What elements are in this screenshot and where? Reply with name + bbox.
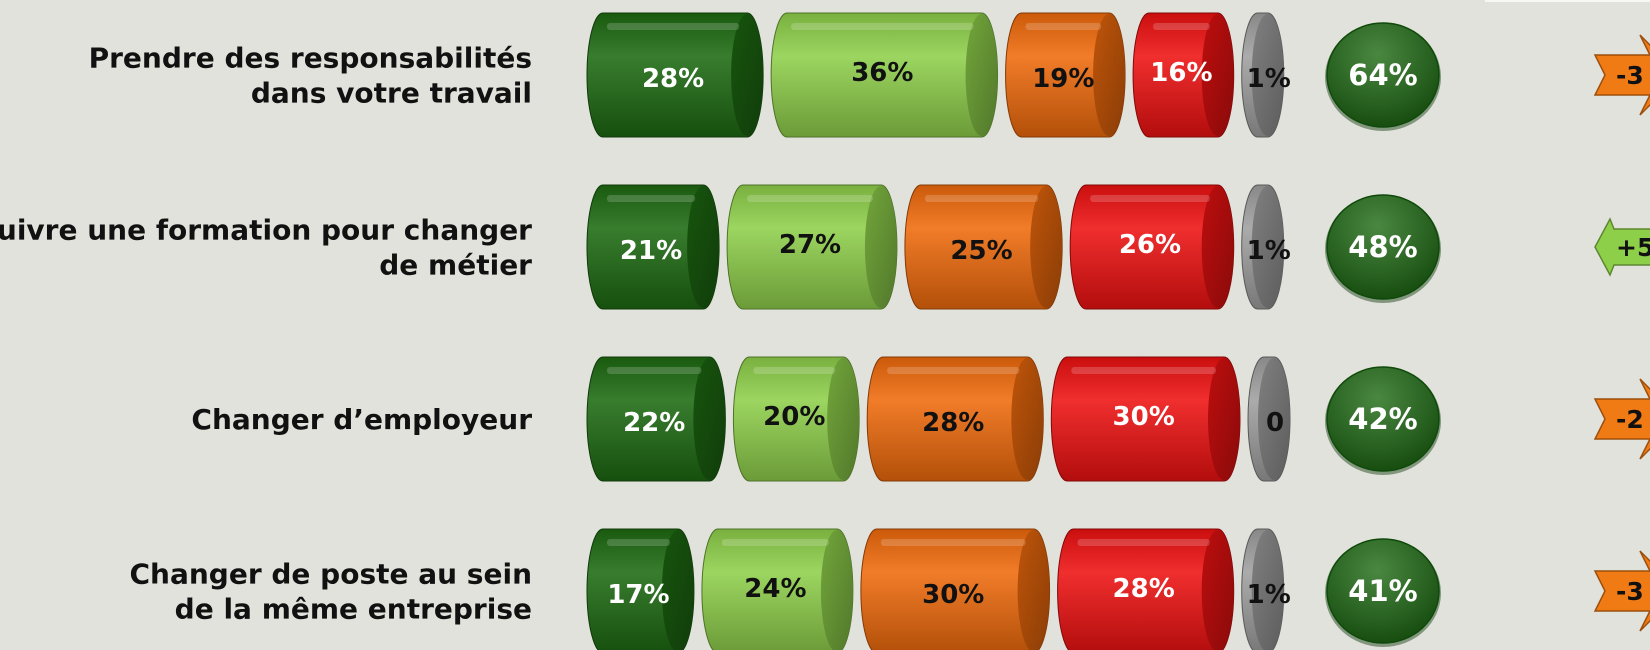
- bar-segment: 25%: [904, 184, 1063, 310]
- segment-label: 25%: [950, 236, 1012, 266]
- bar-segment: 20%: [732, 356, 860, 482]
- delta-up-arrow-icon: +5: [1594, 217, 1650, 277]
- segment-label: 26%: [1119, 230, 1181, 260]
- segment-label: 16%: [1150, 58, 1212, 88]
- total-score-label: 42%: [1348, 402, 1417, 436]
- bar-segment: 27%: [726, 184, 898, 310]
- bar-segment: 30%: [1050, 356, 1241, 482]
- delta-label: -3: [1616, 61, 1644, 90]
- total-score-badge: 64%: [1325, 22, 1441, 131]
- bar-segment: 36%: [770, 12, 999, 138]
- bar-segment: 26%: [1069, 184, 1235, 310]
- delta-down-arrow-icon: -3: [1593, 550, 1650, 632]
- bar-segment: 1%: [1241, 184, 1291, 310]
- segment-label: 28%: [1113, 574, 1175, 604]
- top-divider: [1485, 0, 1650, 2]
- segment-label: 21%: [620, 236, 682, 266]
- chart-row: Changer d’employeur 22% 20% 28% 30% 0 42% -2: [191, 356, 1650, 482]
- row-label: de métier: [379, 249, 532, 282]
- bar-segment: 22%: [586, 356, 726, 482]
- segment-label: 0: [1266, 408, 1284, 438]
- segment-label: 22%: [623, 408, 685, 438]
- segment-label: 36%: [851, 58, 913, 88]
- row-label: Changer de poste au sein: [129, 558, 532, 591]
- segment-label: 30%: [922, 580, 984, 610]
- delta-label: +5: [1616, 233, 1650, 262]
- total-score-label: 48%: [1348, 230, 1417, 264]
- bar-segment: 30%: [860, 528, 1051, 650]
- segment-label: 27%: [779, 230, 841, 260]
- bar-segment: 28%: [586, 12, 764, 138]
- bar-segment: 16%: [1132, 12, 1235, 138]
- row-label: de la même entreprise: [175, 593, 532, 626]
- segment-label: 28%: [642, 64, 704, 94]
- total-score-label: 64%: [1348, 58, 1417, 92]
- bar-segment: 1%: [1241, 12, 1291, 138]
- row-label: Changer d’employeur: [191, 403, 532, 436]
- segment-label: 20%: [763, 402, 825, 432]
- delta-label: -3: [1616, 577, 1644, 606]
- row-label: dans votre travail: [251, 77, 532, 110]
- segment-label: 1%: [1247, 580, 1291, 610]
- segment-label: 1%: [1247, 64, 1291, 94]
- bar-segment: 28%: [1057, 528, 1235, 650]
- bar-segment: 1%: [1241, 528, 1291, 650]
- bar-segment: 21%: [586, 184, 720, 310]
- total-score-badge: 41%: [1325, 538, 1441, 647]
- segment-label: 17%: [607, 580, 669, 610]
- bar-segment: 19%: [1005, 12, 1126, 138]
- row-label: Prendre des responsabilités: [89, 42, 532, 75]
- segment-label: 30%: [1113, 402, 1175, 432]
- total-score-label: 41%: [1348, 574, 1417, 608]
- row-label: Suivre une formation pour changer: [0, 214, 532, 247]
- segment-label: 19%: [1032, 64, 1094, 94]
- bar-segment: 17%: [586, 528, 695, 650]
- bar-segment: 0: [1247, 356, 1291, 482]
- delta-label: -2: [1616, 405, 1644, 434]
- segment-label: 24%: [744, 574, 806, 604]
- delta-down-arrow-icon: -2: [1593, 378, 1650, 460]
- segment-label: 28%: [922, 408, 984, 438]
- delta-down-arrow-icon: -3: [1593, 34, 1650, 116]
- total-score-badge: 42%: [1325, 366, 1441, 475]
- bar-segment: 28%: [866, 356, 1044, 482]
- segment-label: 1%: [1247, 236, 1291, 266]
- total-score-badge: 48%: [1325, 194, 1441, 303]
- bar-segment: 24%: [701, 528, 854, 650]
